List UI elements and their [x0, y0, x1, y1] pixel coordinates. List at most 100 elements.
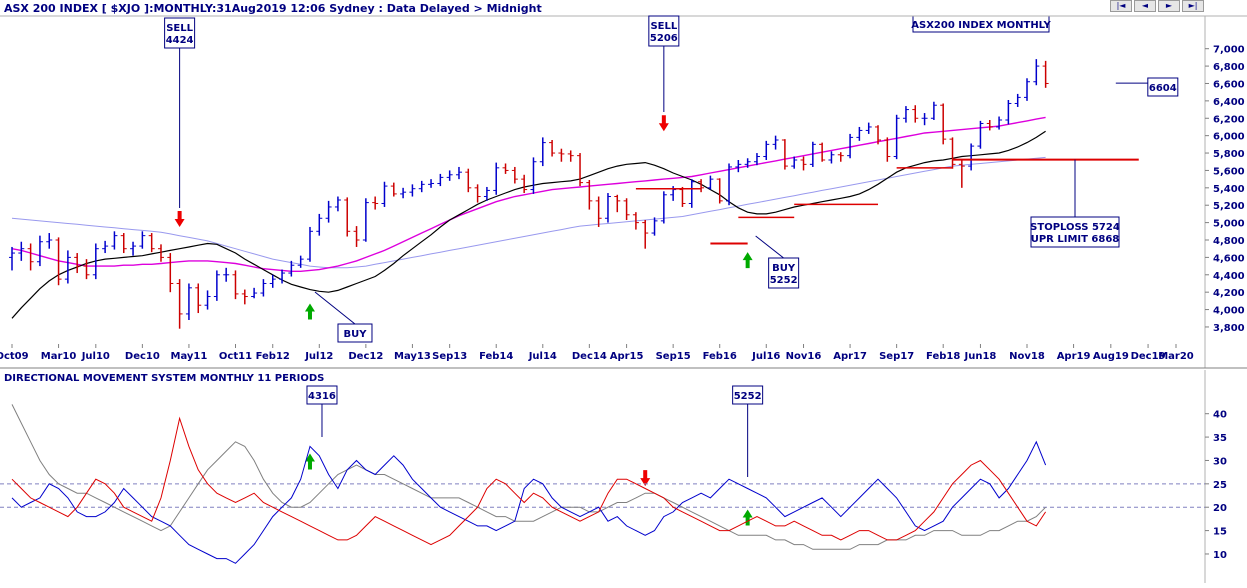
ohlc-bar: [483, 186, 490, 201]
ohlc-bar: [968, 143, 975, 171]
chart-label: ASX200 INDEX MONTHLY: [911, 20, 1051, 31]
ohlc-bar: [567, 150, 574, 162]
ohlc-bar: [297, 255, 304, 268]
ma-medium-line: [11, 116, 1046, 272]
sell-arrow-icon: [658, 115, 669, 132]
buy-arrow-icon: [304, 453, 315, 470]
ohlc-bar: [856, 126, 863, 141]
ohlc-bar: [167, 253, 174, 293]
sell-arrow-icon: [174, 210, 185, 227]
annotation-box: [1030, 216, 1120, 248]
ohlc-bar: [902, 106, 909, 123]
ohlc-bar: [92, 243, 99, 280]
ohlc-bar: [111, 231, 118, 250]
x-tick-label: May11: [171, 351, 208, 362]
ohlc-bar: [707, 175, 714, 190]
ohlc-bar: [1024, 78, 1031, 101]
nav-last-button[interactable]: ►|: [1182, 0, 1204, 12]
nav-next-button[interactable]: ►: [1158, 0, 1180, 12]
annotation-box: [768, 257, 800, 289]
x-tick-label: Sep17: [879, 351, 914, 362]
nav-prev-button[interactable]: ◄: [1134, 0, 1156, 12]
ma-short-line: [11, 130, 1046, 319]
buy-arrow-icon: [304, 303, 315, 320]
ohlc-bar: [660, 191, 667, 224]
annotation-text: UPR LIMIT 6868: [1031, 234, 1120, 245]
ohlc-bar: [847, 133, 854, 159]
ohlc-bar: [1042, 60, 1049, 88]
dm-y-tick-label: 10: [1213, 550, 1227, 561]
annotation-text: 6604: [1149, 83, 1177, 94]
ohlc-bar: [604, 193, 611, 223]
indicator-title: DIRECTIONAL MOVEMENT SYSTEM MONTHLY 11 P…: [4, 373, 324, 384]
dm-plus-di-line: [11, 440, 1047, 564]
ohlc-bar: [9, 246, 15, 271]
ohlc-bar: [958, 160, 965, 188]
annotation-buy-1: BUY: [314, 291, 373, 343]
chart-window-title: ASX 200 INDEX [ $XJO ]:MONTHLY:31Aug2019…: [4, 2, 542, 15]
annotation-text: 5252: [734, 391, 762, 402]
x-tick-label: Dec19: [1131, 351, 1166, 362]
ohlc-bar: [539, 137, 546, 167]
x-tick-label: Dec14: [572, 351, 607, 362]
ohlc-bar: [1033, 59, 1040, 86]
x-tick-label: Jul16: [751, 351, 780, 362]
ohlc-bar: [325, 200, 332, 223]
ohlc-bar: [418, 180, 425, 193]
ohlc-bar: [474, 184, 481, 203]
ohlc-bar: [139, 231, 146, 249]
x-tick-label: Nov18: [1009, 351, 1045, 362]
ohlc-bar: [409, 184, 416, 197]
ohlc-bar: [949, 137, 956, 169]
annotation-text: BUY: [343, 329, 367, 340]
ohlc-bar: [986, 120, 993, 131]
dm-y-tick-label: 30: [1213, 456, 1227, 467]
ohlc-bar: [875, 125, 882, 145]
annotation-text: SELL: [166, 23, 193, 34]
price-y-tick-label: 4,800: [1213, 236, 1245, 247]
ohlc-bar: [753, 153, 760, 166]
x-tick-label: Mar10: [41, 351, 77, 362]
ohlc-bar: [735, 160, 742, 173]
dm-y-tick-label: 35: [1213, 433, 1227, 444]
dm-y-tick-label: 40: [1213, 410, 1227, 421]
ohlc-bar: [791, 156, 798, 169]
ohlc-bar: [763, 140, 770, 160]
ohlc-bar: [698, 179, 705, 193]
ohlc-bar: [213, 270, 220, 301]
ohlc-bar: [614, 194, 621, 213]
x-tick-label: Dec12: [348, 351, 383, 362]
ohlc-bar: [279, 269, 286, 284]
sell-arrow-icon: [640, 470, 651, 487]
x-tick-label: Aug19: [1093, 351, 1129, 362]
price-y-tick-label: 6,000: [1213, 132, 1245, 143]
x-tick-label: Sep15: [656, 351, 691, 362]
price-y-tick-label: 4,400: [1213, 271, 1245, 282]
ohlc-bar: [996, 116, 1003, 130]
x-tick-label: Feb14: [479, 351, 513, 362]
ohlc-bar: [912, 105, 919, 123]
annotation-dm-4316: 4316: [306, 385, 338, 437]
x-tick-label: Mar20: [1158, 351, 1194, 362]
ohlc-bar: [884, 137, 891, 162]
ohlc-bar: [819, 142, 826, 162]
ohlc-bar: [260, 279, 267, 297]
ohlc-bar: [828, 151, 835, 164]
annotation-last: 6604: [1115, 77, 1179, 97]
ohlc-bar: [688, 179, 695, 208]
ohlc-bar: [176, 279, 183, 329]
ma-long-line: [11, 156, 1046, 269]
x-tick-label: Dec10: [125, 351, 160, 362]
dm-adx-line: [11, 404, 1046, 550]
annotation-box: [1147, 77, 1179, 97]
ohlc-bar: [316, 213, 323, 236]
nav-first-button[interactable]: |◄: [1110, 0, 1132, 12]
ohlc-bar: [102, 240, 109, 254]
ohlc-bar: [586, 180, 593, 210]
x-tick-label: Jun18: [964, 351, 997, 362]
x-tick-label: Feb16: [703, 351, 737, 362]
ohlc-bar: [521, 174, 528, 194]
annotation-text: SELL: [650, 21, 677, 32]
